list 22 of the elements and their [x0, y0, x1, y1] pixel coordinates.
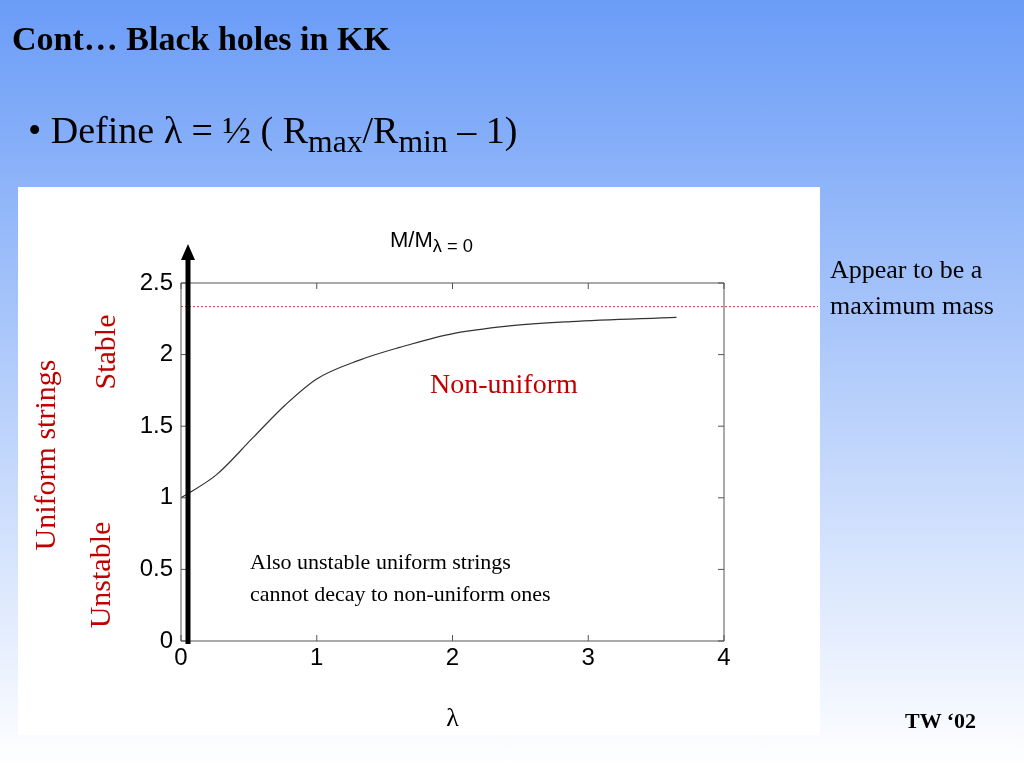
- line-series: [181, 316, 678, 499]
- y-tick-label: 0.5: [139, 554, 173, 582]
- text: TW ‘02: [905, 708, 977, 734]
- x-tick-label: 3: [581, 643, 595, 671]
- y-tick-label: 1.5: [139, 410, 173, 438]
- text: Unstable: [83, 521, 117, 629]
- y-tick-label: 1: [159, 482, 173, 510]
- y-axis-title: M/M$_{λ = 0}$: [390, 227, 474, 258]
- text: Appear to be a maximum mass: [830, 254, 995, 322]
- y-tick-label: 2: [159, 339, 173, 367]
- chart-title: Cont… Black holes in KK: [12, 20, 390, 58]
- text: Stable: [88, 314, 122, 390]
- annotation: Non-uniform: [430, 368, 578, 400]
- x-tick-label: 4: [717, 643, 731, 671]
- x-axis-title: λ: [446, 703, 460, 733]
- text: Uniform strings: [28, 359, 62, 551]
- y-tick-label: 2.5: [139, 267, 173, 295]
- x-tick-label: 1: [310, 643, 324, 671]
- annotation: Also unstable uniform strings cannot decay to non-uniform ones: [250, 548, 551, 608]
- x-tick-label: 2: [445, 643, 460, 671]
- chart-subtitle: • Define λ = ½ ( R$_{max}$/R$_{min}$ – 1): [28, 108, 518, 160]
- y-tick-label: 0: [159, 625, 173, 653]
